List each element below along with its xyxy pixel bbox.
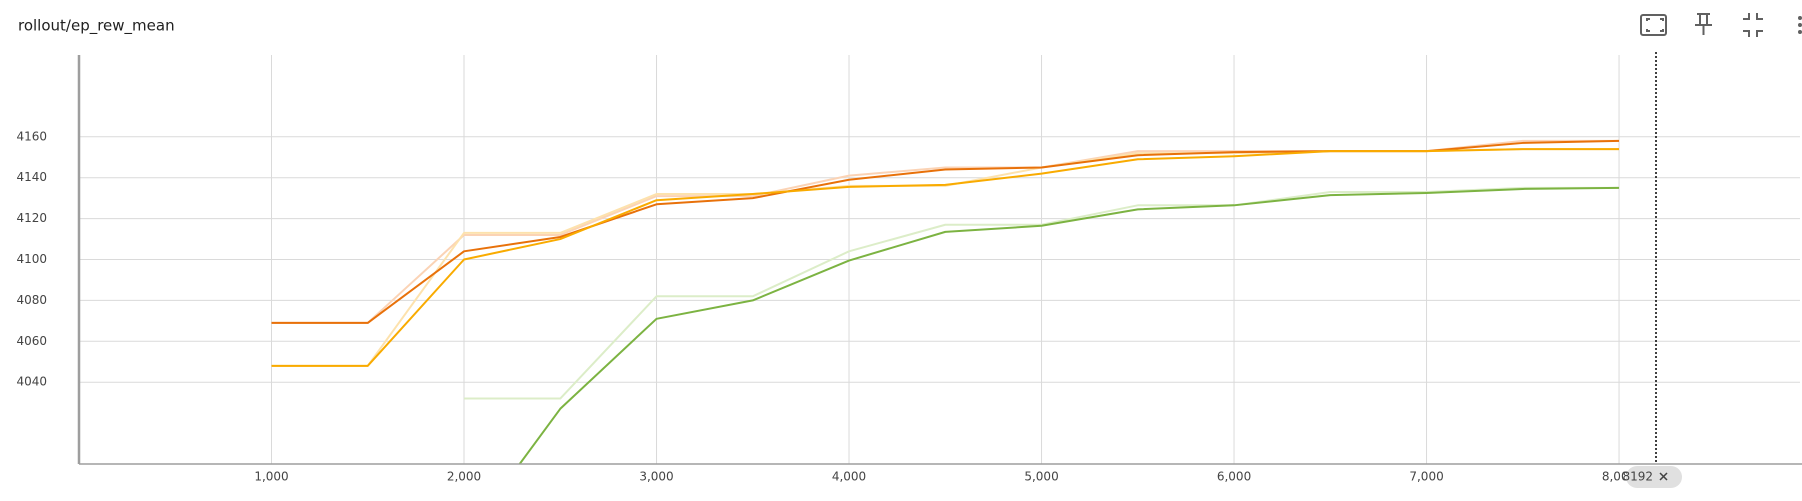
series-line [271, 148, 1620, 367]
x-tick-label: 2,000 [447, 470, 481, 484]
pin-button[interactable] [1695, 13, 1712, 35]
x-tick-label: 4,000 [832, 470, 866, 484]
y-tick-label: 4080 [16, 293, 47, 307]
x-tick-label: 5,000 [1024, 470, 1058, 484]
more-button[interactable] [1798, 16, 1802, 34]
chart-title: rollout/ep_rew_mean [18, 17, 175, 36]
fullscreen-button[interactable] [1640, 14, 1667, 36]
x-tick-label: 3,000 [639, 470, 673, 484]
x-tick-label: 1,000 [254, 470, 288, 484]
y-tick-label: 4040 [16, 375, 47, 389]
cursor-chip [1626, 466, 1683, 488]
x-tick-label: 6,000 [1217, 470, 1251, 484]
y-tick-label: 4160 [16, 129, 47, 143]
y-tick-label: 4120 [16, 211, 47, 225]
grid [79, 55, 1800, 464]
toolbar [1640, 13, 1802, 37]
series-line [518, 186, 1620, 464]
cursor-remove[interactable] [1659, 472, 1668, 481]
y-tick-label: 4060 [16, 334, 47, 348]
series-line [464, 186, 1620, 400]
plot-lines [271, 139, 1620, 464]
y-tick-label: 4140 [16, 170, 47, 184]
collapse-button[interactable] [1743, 13, 1763, 37]
axes: 4040 4060 4080 4100 4120 4140 4160 1,000 2,000 3,… [16, 52, 1802, 488]
y-tick-label: 4100 [16, 252, 47, 266]
cursor-label: 8192 [1622, 470, 1653, 484]
x-tick-label: 7,000 [1409, 470, 1443, 484]
